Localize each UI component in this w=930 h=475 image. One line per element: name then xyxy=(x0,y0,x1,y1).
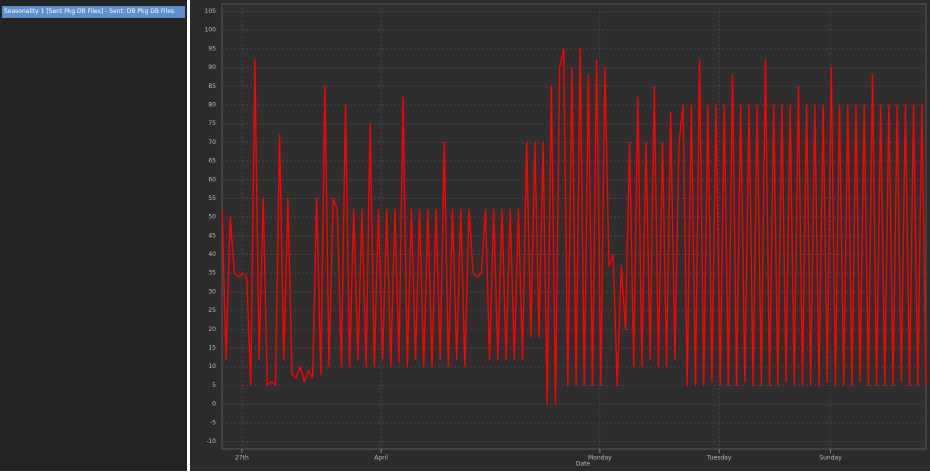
x-tick-label: Monday xyxy=(588,455,612,462)
y-tick-label: 85 xyxy=(208,83,216,90)
y-tick-label: 10 xyxy=(208,363,216,370)
y-tick-label: 0 xyxy=(212,401,216,408)
y-tick-label: 65 xyxy=(208,158,216,165)
y-tick-label: 70 xyxy=(208,139,216,146)
y-tick-label: 35 xyxy=(208,270,216,277)
chart: Date 10510095908580757065605550454035302… xyxy=(190,0,930,471)
y-tick-label: 90 xyxy=(208,64,216,71)
x-tick-label: Tuesday xyxy=(706,455,732,462)
y-tick-label: 50 xyxy=(208,214,216,221)
x-tick-label: 27th xyxy=(235,455,249,462)
y-tick-label: 5 xyxy=(212,382,216,389)
y-tick-label: 25 xyxy=(208,307,216,314)
sidebar-item[interactable]: Seasonality 1 [Sent Pkg DB Files] - Sent… xyxy=(2,6,185,18)
y-tick-label: 40 xyxy=(208,251,216,258)
y-tick-label: -10 xyxy=(206,438,216,445)
y-tick-label: 80 xyxy=(208,101,216,108)
y-tick-label: 55 xyxy=(208,195,216,202)
y-tick-label: 30 xyxy=(208,288,216,295)
y-tick-label: 20 xyxy=(208,326,216,333)
y-tick-label: 15 xyxy=(208,345,216,352)
x-axis-label: Date xyxy=(576,461,591,468)
x-tick-label: Sunday xyxy=(819,455,842,462)
y-tick-label: 100 xyxy=(205,27,217,34)
y-tick-label: 95 xyxy=(208,45,216,52)
data-line xyxy=(221,48,927,405)
y-tick-label: 75 xyxy=(208,120,216,127)
y-tick-label: 45 xyxy=(208,232,216,239)
y-tick-label: -5 xyxy=(210,419,216,426)
y-tick-label: 60 xyxy=(208,176,216,183)
sidebar: Seasonality 1 [Sent Pkg DB Files] - Sent… xyxy=(0,0,187,471)
y-tick-label: 105 xyxy=(205,8,217,15)
x-tick-label: April xyxy=(374,455,388,462)
